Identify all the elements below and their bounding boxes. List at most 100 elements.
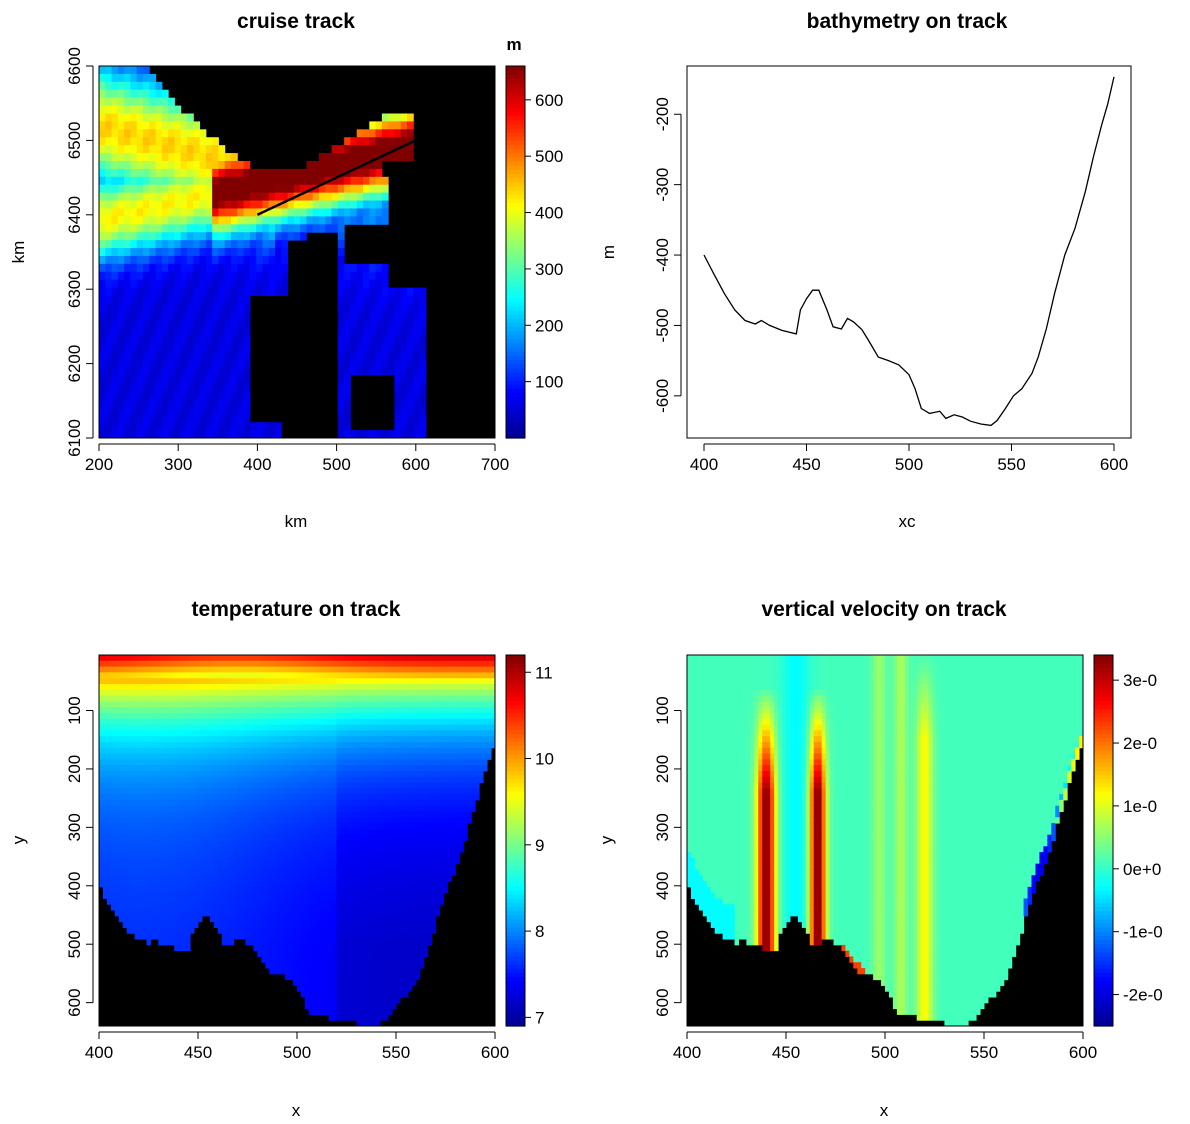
- bathymetry-x-tick-label: 400: [690, 455, 718, 474]
- temperature-cell: [142, 881, 148, 888]
- temperature-cell: [304, 712, 310, 720]
- temperature-cell: [233, 678, 239, 685]
- temperature-cell: [293, 956, 298, 963]
- cruise-track-depth-cell: [161, 335, 169, 344]
- temperature-cell: [340, 753, 346, 760]
- temperature-cell: [201, 892, 207, 899]
- temperature-cell: [213, 741, 219, 749]
- temperature-cell: [106, 707, 112, 714]
- temperature-cell: [194, 886, 199, 894]
- cruise-track-depth-cell: [363, 176, 370, 186]
- temperature-cell: [138, 852, 144, 859]
- cruise-track-depth-cell: [205, 184, 213, 194]
- temperature-cell: [99, 730, 104, 737]
- cruise-track-depth-cell: [199, 366, 207, 376]
- cruise-track-depth-cell: [136, 232, 144, 241]
- temperature-cell: [225, 852, 231, 859]
- temperature-cell: [316, 765, 322, 772]
- cruise-track-depth-cell: [388, 303, 395, 312]
- cruise-track-colorbar-swatch: [506, 309, 525, 315]
- temperature-cell: [332, 956, 338, 963]
- bathymetry-ylabel: m: [599, 245, 618, 259]
- temperature-cell: [340, 805, 346, 813]
- cruise-track-depth-cell: [400, 398, 408, 407]
- temperature-cell: [297, 689, 302, 697]
- cruise-track-x-axis: 200 300 400 500 600 700: [85, 443, 509, 474]
- cruise-track-depth-cell: [168, 271, 175, 281]
- temperature-cell: [281, 898, 286, 905]
- cruise-track-depth-cell: [249, 184, 257, 194]
- cruise-track-depth-cell: [281, 184, 289, 194]
- temperature-cell: [344, 817, 349, 824]
- temperature-cell: [142, 689, 148, 697]
- temperature-cell: [332, 968, 338, 975]
- cruise-track-depth-cell: [161, 366, 169, 376]
- temperature-cell: [253, 788, 258, 795]
- temperature-cell: [162, 915, 167, 923]
- cruise-track-depth-cell: [205, 248, 213, 257]
- cruise-track-depth-cell: [268, 287, 276, 297]
- temperature-cell: [265, 962, 270, 969]
- temperature-cell: [158, 869, 163, 876]
- temperature-cell: [312, 857, 318, 865]
- temperature-cell: [150, 915, 155, 923]
- temperature-cell: [205, 805, 211, 813]
- cruise-track-depth-cell: [174, 311, 182, 320]
- cruise-track-depth-cell: [363, 184, 370, 194]
- temperature-cell: [249, 776, 254, 784]
- temperature-cell: [221, 770, 227, 778]
- cruise-track-depth-cell: [331, 208, 339, 217]
- temperature-cell: [190, 724, 195, 731]
- temperature-cell: [273, 886, 278, 894]
- cruise-track-depth-cell: [155, 129, 163, 138]
- cruise-track-depth-cell: [205, 255, 213, 265]
- cruise-track-depth-cell: [168, 248, 175, 257]
- cruise-track-depth-cell: [375, 176, 383, 186]
- temperature-cell: [233, 892, 239, 899]
- temperature-cell: [229, 666, 235, 673]
- temperature-cell: [233, 701, 239, 708]
- temperature-cell: [316, 1008, 322, 1015]
- temperature-cell: [209, 741, 215, 749]
- temperature-cell: [201, 828, 207, 836]
- temperature-cell: [122, 718, 128, 726]
- temperature-cell: [308, 799, 314, 807]
- cruise-track-depth-cell: [149, 343, 157, 352]
- temperature-cell: [146, 712, 151, 720]
- temperature-cell: [300, 979, 306, 986]
- temperature-cell: [344, 770, 349, 778]
- temperature-cell: [154, 672, 159, 679]
- temperature-cell: [245, 794, 250, 801]
- cruise-track-depth-cell: [400, 121, 408, 130]
- cruise-track-depth-cell: [287, 192, 295, 202]
- temperature-cell: [99, 683, 104, 691]
- temperature-cell: [134, 701, 140, 708]
- cruise-track-depth-cell: [356, 176, 364, 186]
- temperature-cell: [146, 840, 151, 847]
- cruise-track-depth-cell: [99, 422, 106, 431]
- cruise-track-depth-cell: [344, 430, 351, 439]
- cruise-track-depth-cell: [136, 263, 144, 273]
- temperature-cell: [213, 695, 219, 702]
- temperature-cell: [221, 933, 227, 940]
- temperature-cell: [324, 695, 330, 702]
- temperature-cell: [158, 683, 163, 691]
- cruise-track-depth-cell: [212, 263, 219, 273]
- cruise-track-depth-cell: [400, 390, 408, 399]
- cruise-track-colorbar-swatch: [506, 198, 525, 203]
- cruise-track-depth-cell: [262, 192, 270, 202]
- temperature-cell: [324, 962, 330, 969]
- temperature-cell: [198, 904, 203, 911]
- temperature-cell: [142, 753, 148, 760]
- cruise-track-colorbar-tick-label: 500: [535, 147, 563, 166]
- cruise-track-depth-cell: [224, 248, 232, 257]
- temperature-cell: [213, 915, 219, 923]
- cruise-track-depth-cell: [111, 414, 119, 423]
- cruise-track-depth-cell: [180, 311, 188, 320]
- temperature-cell: [332, 904, 338, 911]
- temperature-cell: [154, 817, 159, 824]
- temperature-cell: [225, 840, 231, 847]
- cruise-track-depth-cell: [256, 200, 263, 209]
- temperature-cell: [241, 799, 247, 807]
- cruise-track-depth-cell: [350, 160, 358, 170]
